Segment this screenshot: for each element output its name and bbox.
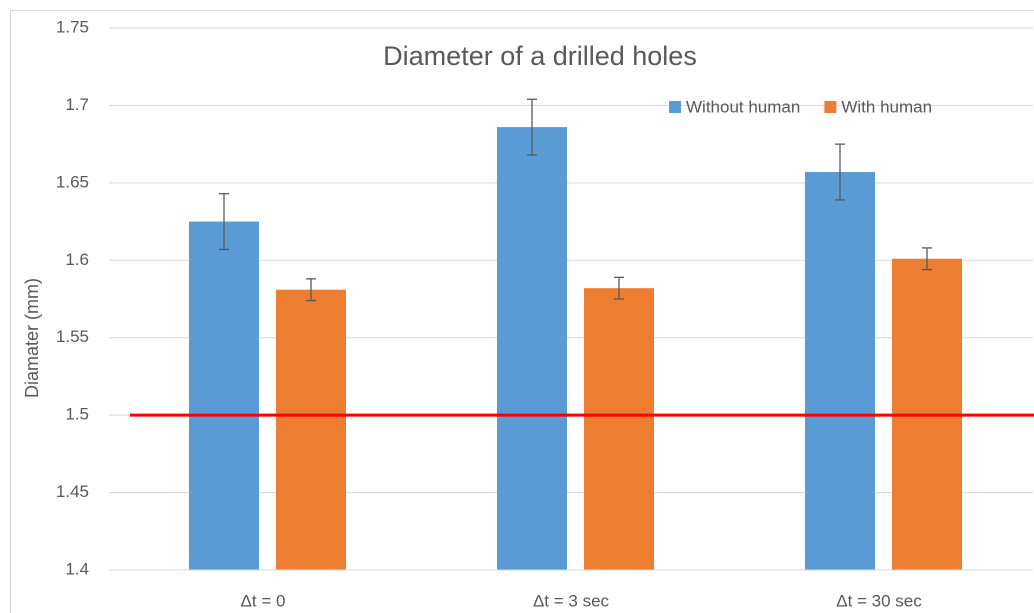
y-tick-label: 1.55 xyxy=(56,327,89,346)
bar xyxy=(497,127,567,570)
y-tick-label: 1.7 xyxy=(65,95,89,114)
chart-title: Diameter of a drilled holes xyxy=(383,41,697,71)
error-bar xyxy=(527,98,537,156)
y-tick-label: 1.75 xyxy=(56,17,89,36)
legend-swatch xyxy=(824,101,837,113)
error-bar xyxy=(922,247,932,271)
bar xyxy=(805,172,875,570)
y-tick-label: 1.4 xyxy=(65,559,89,578)
error-bar xyxy=(835,143,845,201)
legend-label: With human xyxy=(841,97,932,116)
y-tick-label: 1.65 xyxy=(56,172,89,191)
error-bar xyxy=(306,278,316,302)
bar xyxy=(189,221,259,571)
bar xyxy=(276,289,346,570)
x-tick-label: Δt = 0 xyxy=(241,591,286,610)
legend-swatch xyxy=(669,101,681,113)
error-bar xyxy=(219,193,229,251)
y-tick-label: 1.5 xyxy=(65,405,89,424)
legend-label: Without human xyxy=(686,97,800,116)
x-tick-label: Δt = 3 sec xyxy=(533,591,610,610)
y-tick-label: 1.6 xyxy=(65,250,89,269)
bar xyxy=(584,288,654,570)
x-tick-label: Δt = 30 sec xyxy=(836,591,922,610)
y-tick-label: 1.45 xyxy=(56,482,89,501)
y-axis-label: Diamater (mm) xyxy=(22,278,42,398)
error-bar xyxy=(614,276,624,300)
